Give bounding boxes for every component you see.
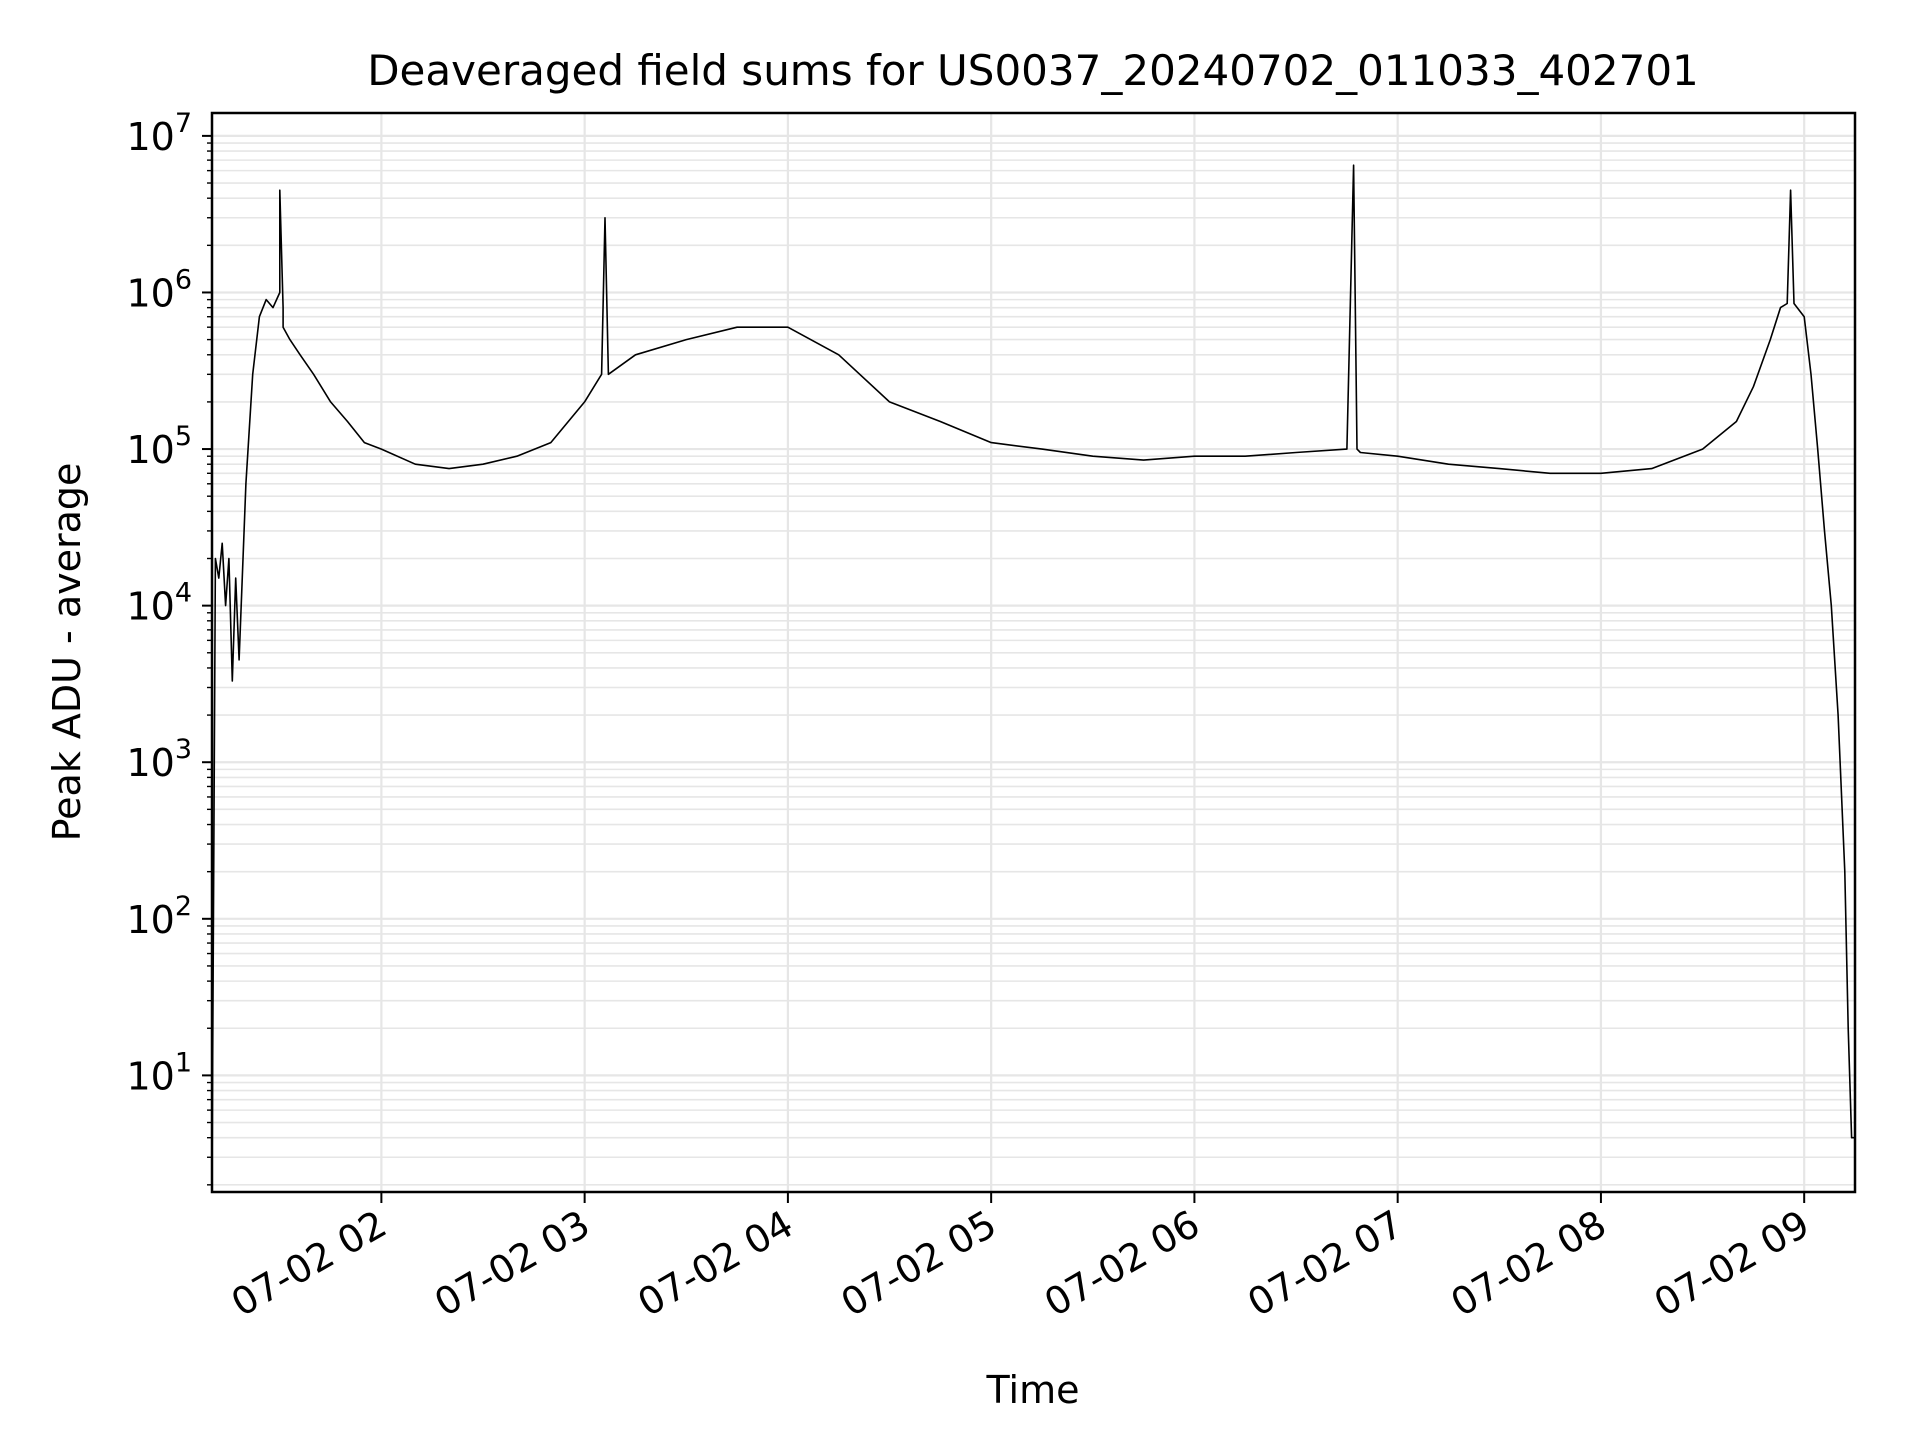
- x-tick-label: 07-02 03: [427, 1202, 597, 1326]
- x-tick-label: 07-02 09: [1647, 1202, 1817, 1326]
- x-tick-label: 07-02 08: [1443, 1202, 1613, 1326]
- series-line: [211, 164, 1855, 1185]
- y-tick-label: 104: [126, 578, 192, 629]
- plot-area: [211, 164, 1855, 1185]
- x-tick-label: 07-02 07: [1240, 1202, 1410, 1326]
- x-tick-label: 07-02 04: [630, 1202, 800, 1326]
- chart-title: Deaveraged field sums for US0037_2024070…: [367, 46, 1699, 95]
- y-axis-label: Peak ADU - average: [45, 463, 89, 842]
- x-tick-label: 07-02 05: [834, 1202, 1004, 1326]
- x-tick-label: 07-02 02: [224, 1202, 394, 1326]
- y-axis: 101 102 103 104 105 106 107: [126, 108, 212, 1186]
- x-axis-label: Time: [986, 1368, 1080, 1412]
- y-tick-label: 102: [126, 891, 192, 942]
- x-axis: 07-02 02 07-02 03 07-02 04 07-02 05 07-02 06…: [224, 1192, 1817, 1325]
- y-tick-label: 101: [126, 1047, 192, 1098]
- y-tick-label: 107: [126, 108, 192, 159]
- grid: [212, 113, 1855, 1192]
- y-tick-label: 106: [126, 264, 192, 315]
- y-tick-label: 105: [126, 421, 192, 472]
- y-tick-label: 103: [126, 734, 192, 785]
- x-tick-label: 07-02 06: [1037, 1202, 1207, 1326]
